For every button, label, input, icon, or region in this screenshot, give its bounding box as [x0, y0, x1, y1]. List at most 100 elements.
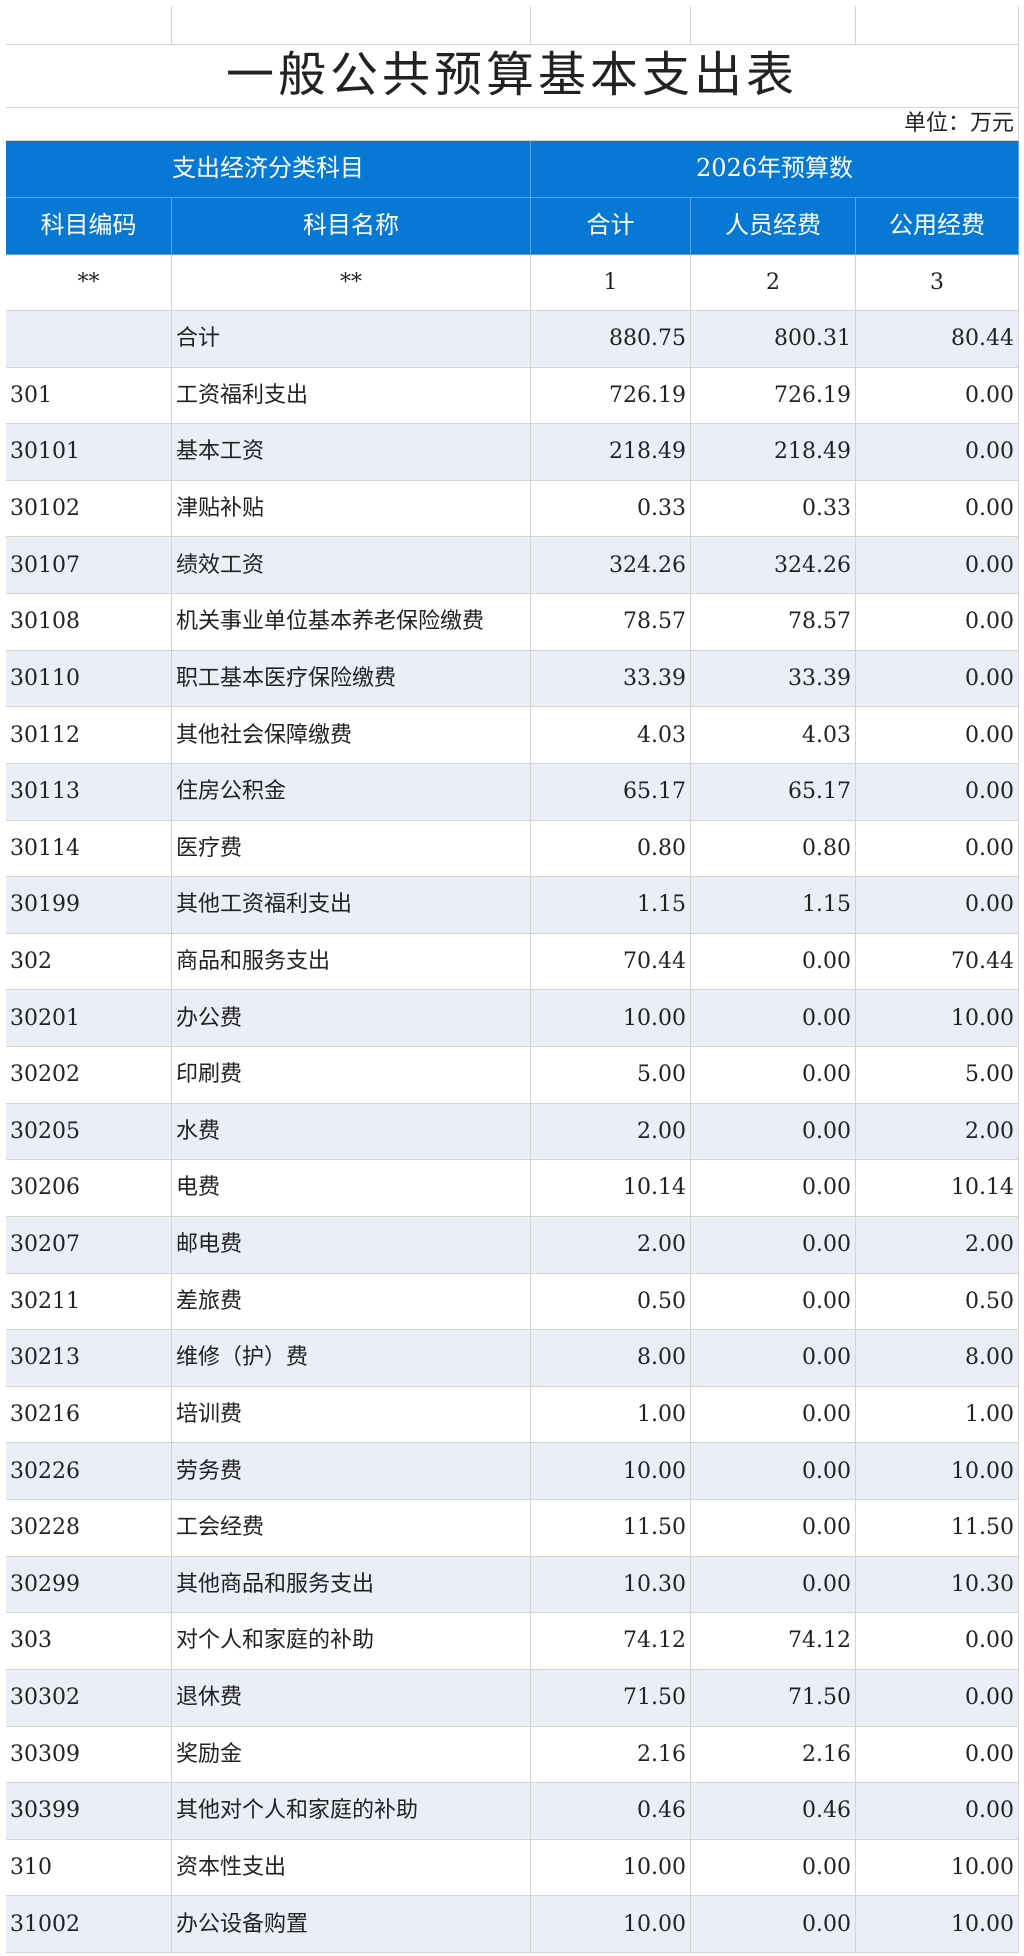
amount-cell: 10.00 — [531, 1839, 691, 1897]
amount-cell: 10.14 — [531, 1160, 691, 1217]
name-cell: 绩效工资 — [172, 537, 531, 595]
amount-cell: 0.00 — [856, 650, 1019, 708]
amount-cell: 0.00 — [856, 1783, 1019, 1840]
amount-cell: 10.00 — [856, 1443, 1019, 1501]
name-cell: 工资福利支出 — [172, 367, 531, 425]
name-cell: 维修（护）费 — [172, 1330, 531, 1387]
amount-cell: 0.00 — [691, 1556, 856, 1614]
amount-cell: 80.44 — [856, 311, 1019, 368]
amount-cell: 5.00 — [531, 1047, 691, 1104]
code-cell: 30113 — [6, 763, 172, 821]
empty-cell — [856, 6, 1019, 45]
amount-cell: 726.19 — [531, 367, 691, 425]
name-cell: 基本工资 — [172, 424, 531, 481]
name-cell: 水费 — [172, 1103, 531, 1161]
amount-cell: 0.00 — [691, 1160, 856, 1217]
name-cell: 其他工资福利支出 — [172, 877, 531, 934]
name-cell: 退休费 — [172, 1669, 531, 1727]
code-cell: 30207 — [6, 1216, 172, 1274]
amount-cell: 0.00 — [691, 1443, 856, 1501]
amount-cell: 800.31 — [691, 311, 856, 368]
code-cell — [6, 311, 172, 368]
empty-cell — [6, 6, 172, 45]
code-cell: 30201 — [6, 990, 172, 1048]
amount-cell: 0.00 — [856, 480, 1019, 538]
amount-cell: 8.00 — [856, 1330, 1019, 1387]
empty-cell — [172, 6, 531, 45]
column-header: 公用经费 — [856, 198, 1019, 255]
name-cell: 医疗费 — [172, 820, 531, 878]
name-cell: 邮电费 — [172, 1216, 531, 1274]
column-header: 合计 — [531, 198, 691, 255]
amount-cell: 1.15 — [691, 877, 856, 934]
code-cell: 310 — [6, 1839, 172, 1897]
amount-cell: 0.00 — [691, 1500, 856, 1557]
name-cell: 其他商品和服务支出 — [172, 1556, 531, 1614]
code-cell: 30216 — [6, 1386, 172, 1444]
amount-cell: 0.00 — [856, 537, 1019, 595]
sequence-cell: 3 — [856, 255, 1019, 311]
amount-cell: 10.00 — [531, 1896, 691, 1953]
code-cell: 30211 — [6, 1273, 172, 1331]
amount-cell: 0.00 — [856, 367, 1019, 425]
amount-cell: 10.00 — [531, 990, 691, 1048]
amount-cell: 726.19 — [691, 367, 856, 425]
code-cell: 30302 — [6, 1669, 172, 1727]
code-cell: 30226 — [6, 1443, 172, 1501]
amount-cell: 0.80 — [691, 820, 856, 878]
amount-cell: 0.00 — [691, 1216, 856, 1274]
amount-cell: 0.00 — [691, 1047, 856, 1104]
empty-cell — [691, 6, 856, 45]
code-cell: 30199 — [6, 877, 172, 934]
amount-cell: 324.26 — [531, 537, 691, 595]
empty-cell — [531, 6, 691, 45]
amount-cell: 33.39 — [531, 650, 691, 708]
amount-cell: 0.80 — [531, 820, 691, 878]
name-cell: 合计 — [172, 311, 531, 368]
amount-cell: 0.00 — [691, 1896, 856, 1953]
code-cell: 30205 — [6, 1103, 172, 1161]
amount-cell: 0.00 — [856, 820, 1019, 878]
code-cell: 31002 — [6, 1896, 172, 1953]
amount-cell: 0.46 — [691, 1783, 856, 1840]
amount-cell: 0.50 — [531, 1273, 691, 1331]
amount-cell: 78.57 — [531, 594, 691, 651]
code-cell: 30108 — [6, 594, 172, 651]
code-cell: 30213 — [6, 1330, 172, 1387]
code-cell: 30206 — [6, 1160, 172, 1217]
amount-cell: 65.17 — [531, 763, 691, 821]
amount-cell: 0.00 — [691, 990, 856, 1048]
amount-cell: 1.00 — [856, 1386, 1019, 1444]
code-cell: 30112 — [6, 707, 172, 764]
column-header: 科目编码 — [6, 198, 172, 255]
code-cell: 301 — [6, 367, 172, 425]
group-header: 支出经济分类科目 — [6, 141, 531, 198]
amount-cell: 11.50 — [856, 1500, 1019, 1557]
amount-cell: 4.03 — [531, 707, 691, 764]
code-cell: 30399 — [6, 1783, 172, 1840]
name-cell: 其他社会保障缴费 — [172, 707, 531, 764]
name-cell: 办公费 — [172, 990, 531, 1048]
amount-cell: 10.00 — [856, 1839, 1019, 1897]
column-header: 科目名称 — [172, 198, 531, 255]
amount-cell: 2.16 — [531, 1726, 691, 1784]
amount-cell: 74.12 — [691, 1613, 856, 1670]
amount-cell: 4.03 — [691, 707, 856, 764]
amount-cell: 324.26 — [691, 537, 856, 595]
name-cell: 劳务费 — [172, 1443, 531, 1501]
code-cell: 30228 — [6, 1500, 172, 1557]
amount-cell: 33.39 — [691, 650, 856, 708]
name-cell: 住房公积金 — [172, 763, 531, 821]
amount-cell: 0.33 — [691, 480, 856, 538]
column-header: 人员经费 — [691, 198, 856, 255]
amount-cell: 10.00 — [856, 1896, 1019, 1953]
sequence-cell: 2 — [691, 255, 856, 311]
amount-cell: 0.46 — [531, 1783, 691, 1840]
name-cell: 工会经费 — [172, 1500, 531, 1557]
amount-cell: 70.44 — [531, 933, 691, 991]
amount-cell: 0.00 — [691, 1386, 856, 1444]
amount-cell: 2.00 — [856, 1216, 1019, 1274]
amount-cell: 71.50 — [531, 1669, 691, 1727]
amount-cell: 5.00 — [856, 1047, 1019, 1104]
